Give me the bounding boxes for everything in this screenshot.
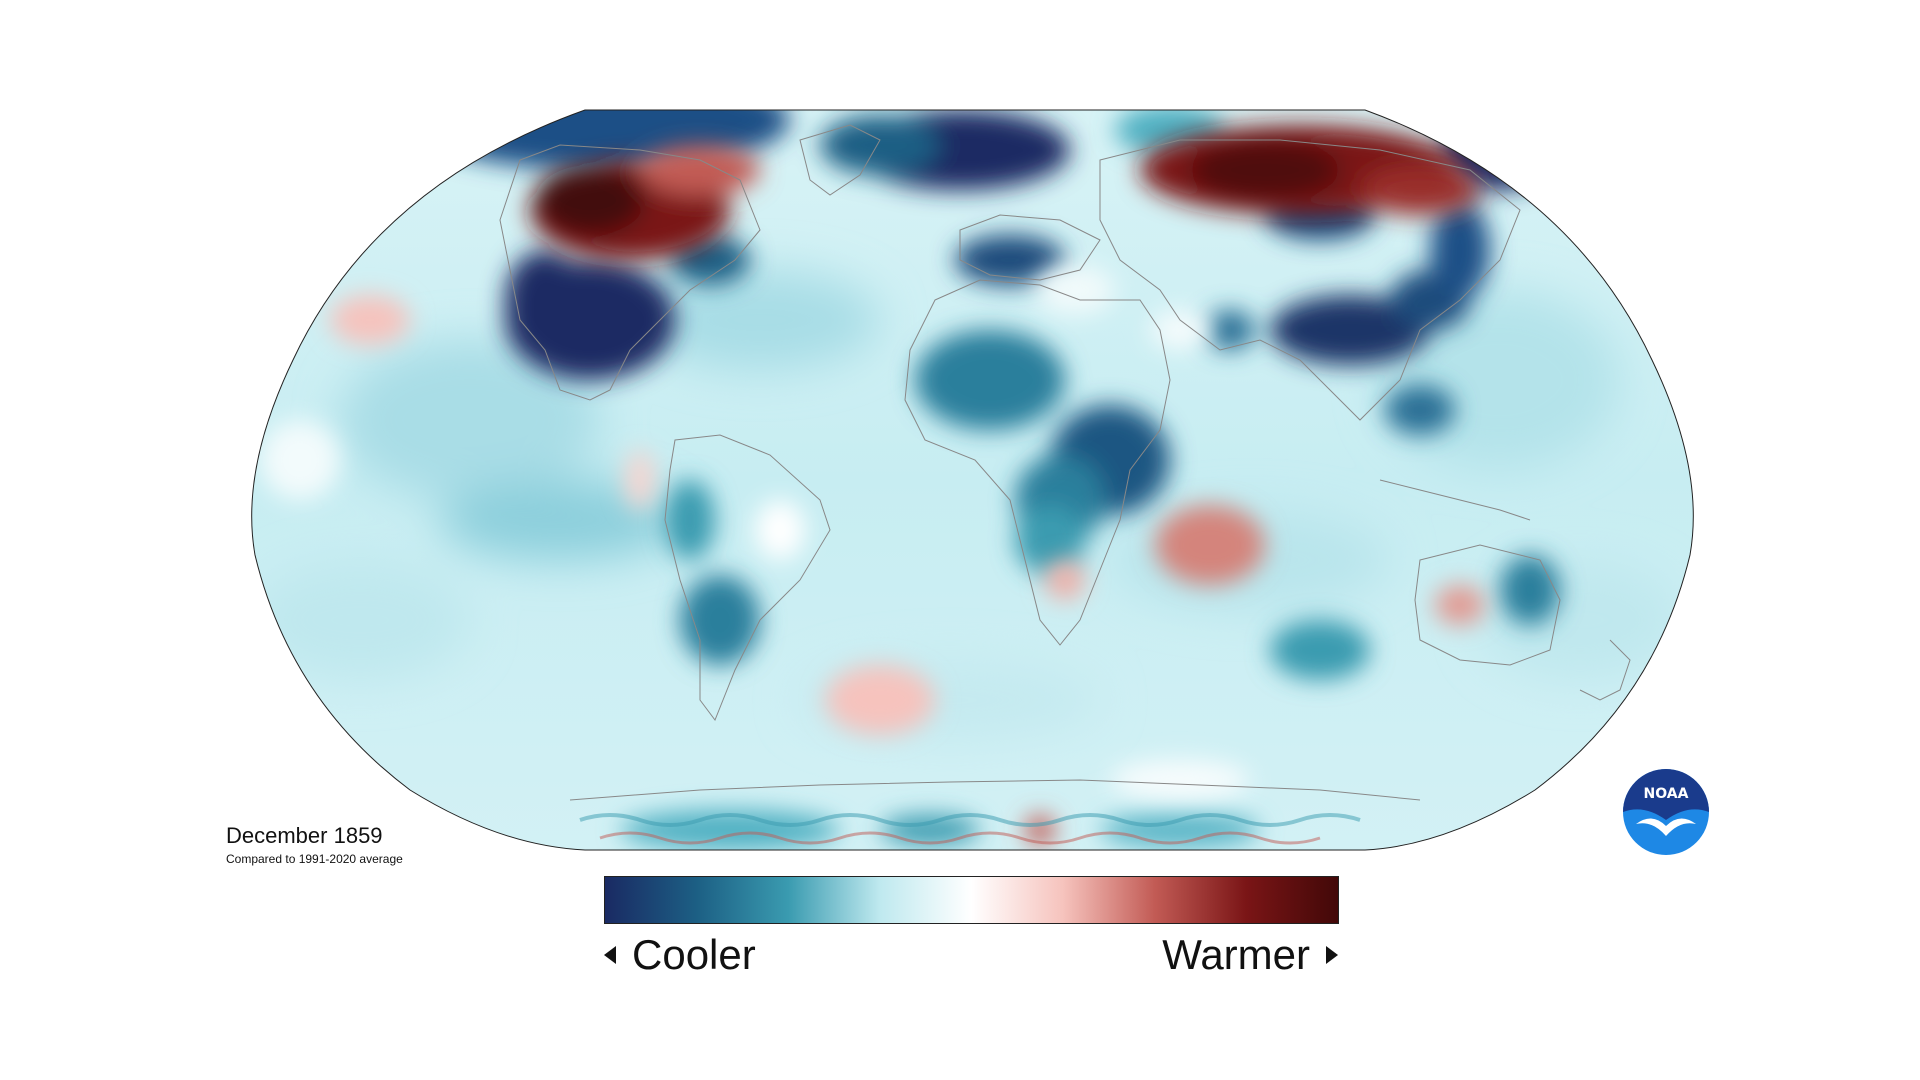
map-caption: December 1859 Compared to 1991-2020 aver… xyxy=(226,823,403,867)
logo-bird xyxy=(1636,818,1696,836)
warm-anomalies xyxy=(330,125,1485,845)
legend-warmer: Warmer xyxy=(1138,930,1338,980)
legend-warmer-label: Warmer xyxy=(1162,931,1310,978)
logo-top xyxy=(1623,769,1709,820)
polar-ripples xyxy=(579,813,1361,845)
neutral-patches xyxy=(260,265,1250,800)
arrow-left-icon xyxy=(604,946,616,964)
legend-cooler: Cooler xyxy=(604,930,756,980)
logo-text: NOAA xyxy=(1644,786,1689,802)
caption-subtitle: Compared to 1991-2020 average xyxy=(226,852,403,866)
caption-title: December 1859 xyxy=(226,823,383,848)
coastlines xyxy=(499,124,1631,801)
arrow-right-icon xyxy=(1326,946,1338,964)
legend-cooler-label: Cooler xyxy=(632,931,756,978)
noaa-logo-icon: NOAA xyxy=(1623,769,1709,855)
map-border xyxy=(251,109,1694,851)
color-scale-bar xyxy=(604,876,1339,924)
anomaly-field xyxy=(251,110,1694,850)
